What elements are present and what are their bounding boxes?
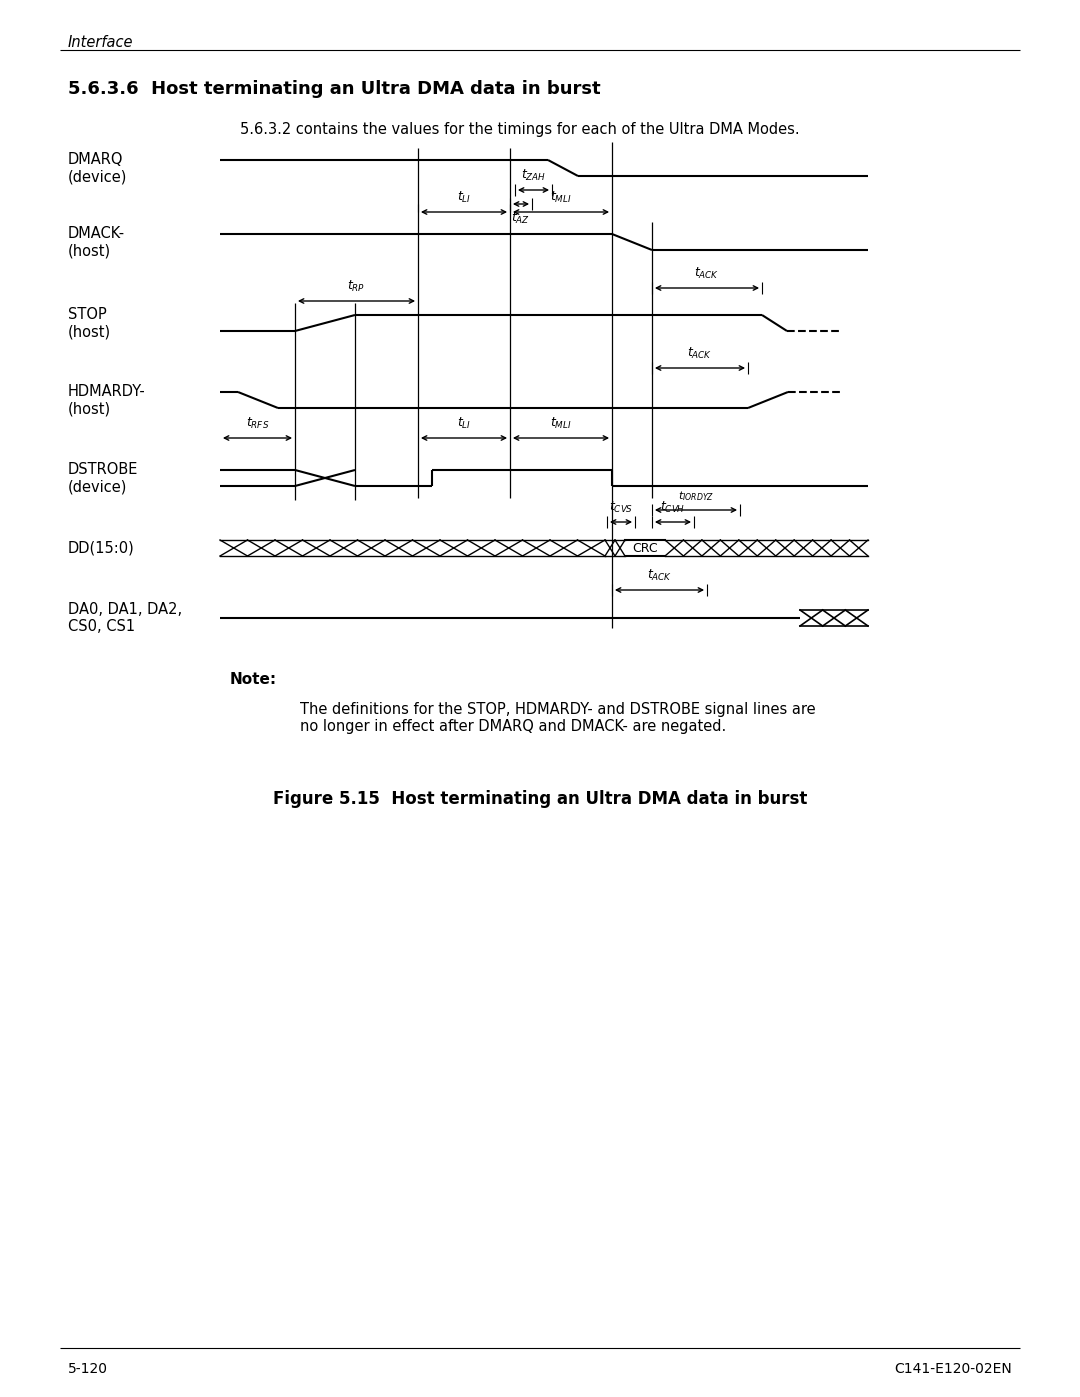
- Text: STOP
(host): STOP (host): [68, 307, 111, 339]
- Text: $t_{ACK}$: $t_{ACK}$: [687, 346, 713, 360]
- Text: $t_{ACK}$: $t_{ACK}$: [647, 569, 672, 583]
- Text: HDMARDY-
(host): HDMARDY- (host): [68, 384, 146, 416]
- Text: $t_{MLI}$: $t_{MLI}$: [550, 190, 571, 205]
- Text: 5.6.3.2 contains the values for the timings for each of the Ultra DMA Modes.: 5.6.3.2 contains the values for the timi…: [240, 122, 799, 137]
- Text: $t_{ZAH}$: $t_{ZAH}$: [521, 168, 546, 183]
- Text: DMARQ
(device): DMARQ (device): [68, 152, 127, 184]
- Text: DA0, DA1, DA2,
CS0, CS1: DA0, DA1, DA2, CS0, CS1: [68, 602, 183, 634]
- Text: Note:: Note:: [230, 672, 278, 687]
- Text: DSTROBE
(device): DSTROBE (device): [68, 462, 138, 495]
- Text: Figure 5.15  Host terminating an Ultra DMA data in burst: Figure 5.15 Host terminating an Ultra DM…: [273, 789, 807, 807]
- Text: $t_{IORDYZ}$: $t_{IORDYZ}$: [678, 489, 714, 503]
- Text: $t_{MLI}$: $t_{MLI}$: [550, 416, 571, 432]
- Text: $t_{LI}$: $t_{LI}$: [457, 190, 471, 205]
- Text: 5-120: 5-120: [68, 1362, 108, 1376]
- Text: 5.6.3.6  Host terminating an Ultra DMA data in burst: 5.6.3.6 Host terminating an Ultra DMA da…: [68, 80, 600, 98]
- Text: The definitions for the STOP, HDMARDY- and DSTROBE signal lines are
no longer in: The definitions for the STOP, HDMARDY- a…: [300, 703, 815, 735]
- Text: $t_{CVH}$: $t_{CVH}$: [660, 500, 686, 515]
- Text: $t_{ACK}$: $t_{ACK}$: [694, 265, 719, 281]
- Text: CRC: CRC: [632, 542, 658, 555]
- Text: $t_{RP}$: $t_{RP}$: [348, 279, 366, 293]
- Text: DD(15:0): DD(15:0): [68, 541, 135, 556]
- Text: C141-E120-02EN: C141-E120-02EN: [894, 1362, 1012, 1376]
- Text: $t_{LI}$: $t_{LI}$: [457, 416, 471, 432]
- Text: DMACK-
(host): DMACK- (host): [68, 226, 125, 258]
- Text: Interface: Interface: [68, 35, 134, 50]
- Text: $t_{AZ}$: $t_{AZ}$: [512, 211, 530, 226]
- Text: $t_{RFS}$: $t_{RFS}$: [246, 416, 269, 432]
- Text: $t_{CVS}$: $t_{CVS}$: [609, 500, 633, 515]
